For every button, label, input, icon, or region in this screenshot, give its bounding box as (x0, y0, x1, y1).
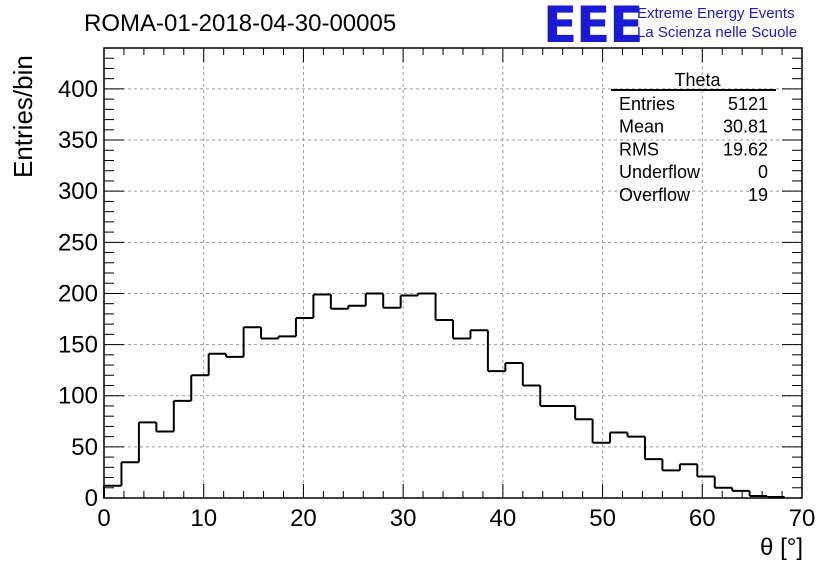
stats-label: Mean (619, 117, 664, 137)
histogram-bars (103, 292, 802, 498)
x-tick-label: 30 (390, 505, 417, 532)
x-tick-label: 20 (290, 505, 317, 532)
x-tick-label: 60 (689, 505, 716, 532)
logo-caption-line1: Extreme Energy Events (637, 5, 795, 22)
y-tick-label: 300 (58, 178, 98, 205)
stats-label: RMS (619, 139, 659, 159)
stats-label: Overflow (619, 185, 691, 205)
y-tick-label: 350 (58, 127, 98, 154)
x-tick-label: 40 (490, 505, 517, 532)
x-tick-label: 10 (190, 505, 217, 532)
y-tick-label: 50 (71, 434, 98, 461)
stats-title: Theta (674, 70, 721, 90)
y-axis-label: Entries/bin (8, 55, 38, 178)
grid (104, 48, 802, 498)
stats-value: 5121 (728, 94, 768, 114)
y-tick-label: 200 (58, 280, 98, 307)
stats-value: 19 (748, 185, 768, 205)
y-tick-label: 250 (58, 229, 98, 256)
stats-value: 19.62 (723, 139, 768, 159)
stats-value: 30.81 (723, 117, 768, 137)
x-tick-label: 70 (789, 505, 816, 532)
chart-title: ROMA-01-2018-04-30-00005 (84, 10, 397, 37)
y-tick-label: 150 (58, 332, 98, 359)
plot-frame (103, 47, 803, 499)
logo-caption: Extreme Energy Events La Scienza nelle S… (637, 4, 797, 42)
stats-label: Underflow (619, 162, 701, 182)
logo-caption-line2: La Scienza nelle Scuole (637, 24, 798, 41)
y-tick-label: 0 (85, 485, 98, 512)
x-axis-label: θ [°] (760, 534, 803, 561)
y-tick-label: 100 (58, 383, 98, 410)
x-tick-label: 50 (589, 505, 616, 532)
stats-value: 0 (758, 162, 768, 182)
stats-box: Theta Entries 5121 Mean 30.81 RMS 19.62 Underfl… (611, 70, 776, 205)
axes: 0 10 20 30 40 50 60 70 0 50 100 150 200 250 300 350 400 (58, 47, 816, 532)
x-tick-label: 0 (97, 505, 110, 532)
y-tick-label: 400 (58, 76, 98, 103)
stats-label: Entries (619, 94, 675, 114)
eee-logo: EEE (543, 0, 643, 54)
